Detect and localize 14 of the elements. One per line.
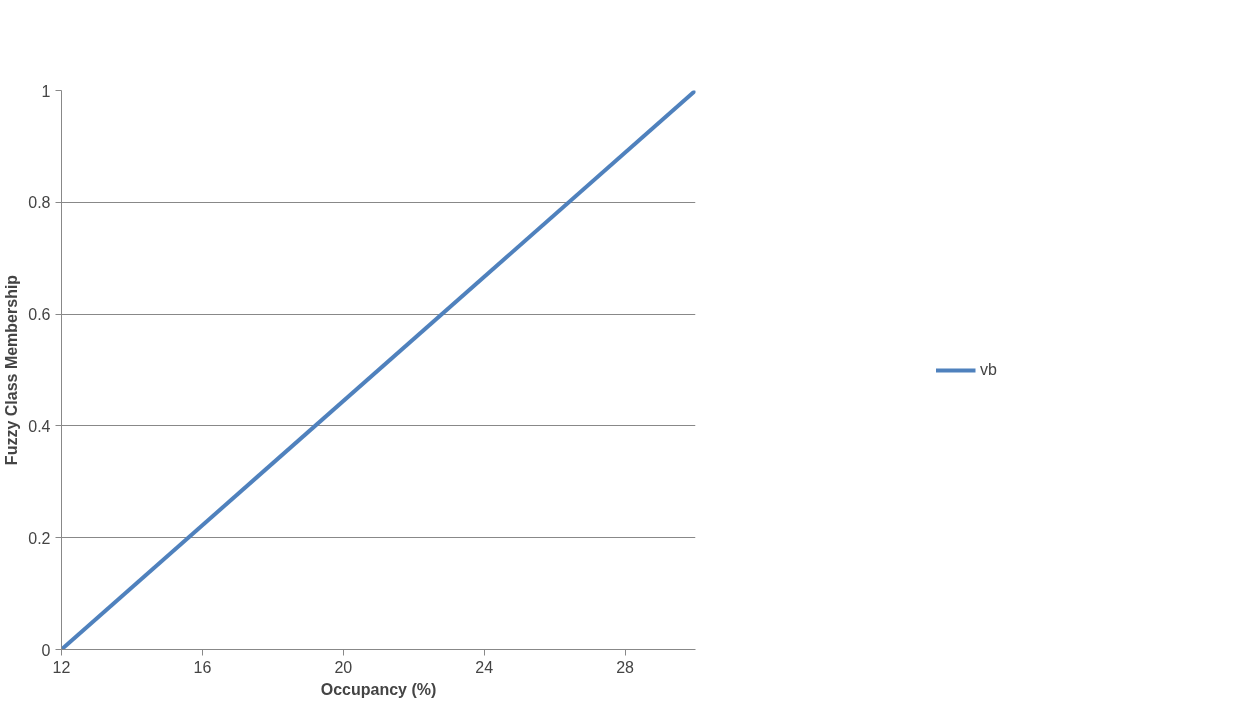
y-tick-label: 0.4	[28, 417, 51, 435]
y-tick-label: 0.8	[28, 194, 51, 212]
y-tick-label: 0	[41, 641, 51, 659]
y-tick-label: 1	[41, 82, 51, 100]
y-tick-label: 0.2	[28, 529, 51, 547]
x-tick-label: 24	[475, 658, 494, 676]
x-tick-label: 12	[52, 658, 71, 676]
x-axis-title: Occupancy (%)	[320, 680, 437, 698]
y-tick-label: 0.6	[28, 306, 51, 324]
legend-label: vb	[980, 360, 998, 379]
x-tick-label: 28	[616, 658, 635, 676]
x-tick-label: 16	[193, 658, 212, 676]
y-axis-title: Fuzzy Class Membership	[3, 274, 21, 466]
x-tick-label: 20	[334, 658, 353, 676]
